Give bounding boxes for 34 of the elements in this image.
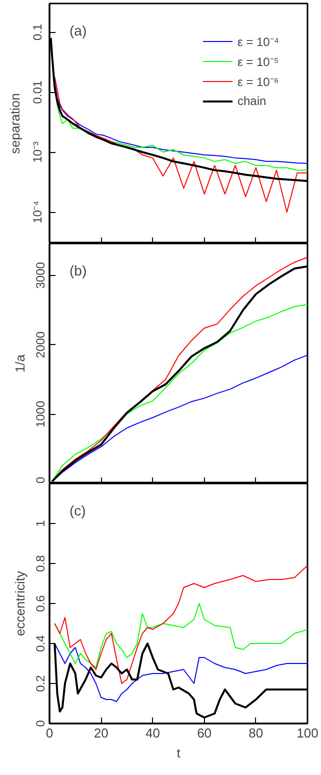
- annotation: (c): [70, 502, 86, 518]
- y-tick-label: 2000: [34, 331, 48, 358]
- legend-label: ε = 10⁻⁴: [237, 34, 279, 50]
- y-tick-label: 0: [34, 720, 48, 727]
- y-axis-title: eccentricity: [12, 570, 28, 636]
- y-tick-label: 1: [34, 520, 48, 527]
- x-tick-label: 100: [296, 726, 318, 740]
- annotation: (a): [70, 22, 87, 38]
- legend-label: ε = 10⁻⁵: [237, 54, 279, 70]
- line-series: [54, 643, 308, 702]
- x-tick-label: 40: [145, 726, 160, 740]
- legend-label: ε = 10⁻⁶: [237, 74, 279, 90]
- y-tick-label: 0: [34, 476, 48, 484]
- y-tick-label: 0.8: [34, 554, 48, 572]
- y-tick-label: 0.01: [30, 80, 44, 104]
- y-tick-label: 10⁻³: [30, 141, 44, 163]
- y-tick-label: 10⁻⁴: [30, 200, 44, 224]
- y-tick-label: 3000: [34, 262, 48, 289]
- x-tick-label: 60: [197, 726, 212, 740]
- x-tick-label: 80: [248, 726, 264, 740]
- x-tick-label: 20: [94, 726, 108, 740]
- x-axis-title: t: [176, 746, 181, 760]
- y-axis-title: 1/a: [12, 354, 28, 373]
- annotation: (b): [70, 262, 87, 278]
- y-tick-label: 0.1: [30, 23, 44, 40]
- y-tick-label: 0.6: [34, 594, 48, 612]
- y-tick-label: 1000: [34, 400, 48, 428]
- legend-label: chain: [237, 94, 266, 108]
- y-tick-label: 0.2: [34, 674, 48, 692]
- y-axis-title: separation: [8, 93, 22, 154]
- line-series: [52, 304, 308, 482]
- y-tick-label: 0.4: [34, 634, 48, 652]
- line-series: [54, 76, 308, 213]
- line-series: [54, 565, 308, 684]
